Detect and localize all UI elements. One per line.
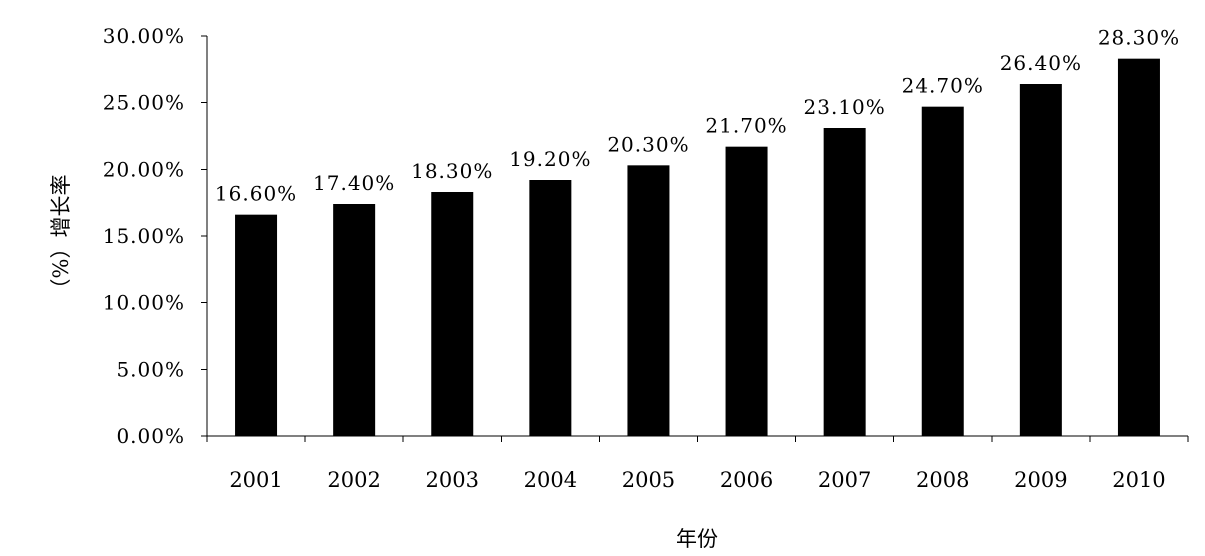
bar [333, 204, 376, 436]
bar-data-label: 16.60% [215, 182, 297, 206]
bar-data-label: 18.30% [411, 159, 493, 183]
bar [1117, 58, 1160, 437]
bar [529, 180, 572, 436]
y-tick-label: 10.00% [103, 291, 185, 315]
bar [431, 192, 474, 436]
x-tick-label: 2010 [1112, 468, 1165, 492]
bar-data-label: 21.70% [705, 114, 787, 138]
bar-data-label: 20.30% [607, 132, 689, 156]
y-tick-label: 25.00% [103, 91, 185, 115]
x-tick-label: 2005 [622, 468, 675, 492]
y-tick-label: 0.00% [116, 424, 185, 448]
x-tick-label: 2004 [524, 468, 577, 492]
x-axis: 2001 2002 2003 2004 2005 2006 2007 2008 2009 2010 [206, 435, 1189, 492]
y-tick-label: 15.00% [103, 224, 185, 248]
x-tick-label: 2008 [916, 468, 969, 492]
bar [921, 106, 964, 437]
bar-data-label: 23.10% [804, 95, 886, 119]
x-tick-label: 2002 [327, 468, 380, 492]
bar [235, 214, 278, 436]
y-axis-title: （%）增长率 [49, 175, 73, 300]
x-tick-label: 2006 [720, 468, 773, 492]
data-labels: 16.60% 17.40% 18.30% 19.20% 20.30% 21.70% 23.1… [215, 26, 1180, 206]
x-tick-label: 2001 [229, 468, 282, 492]
bar [725, 146, 768, 436]
y-axis: 0.00% 5.00% 10.00% 15.00% 20.00% 25.00% 30.00% [103, 24, 208, 448]
bar-data-label: 26.40% [1000, 51, 1082, 75]
bar-data-label: 28.30% [1098, 26, 1180, 50]
y-tick-label: 20.00% [103, 157, 185, 181]
bar-data-label: 24.70% [902, 74, 984, 98]
bars [235, 58, 1160, 437]
x-tick-label: 2009 [1014, 468, 1067, 492]
x-axis-title: 年份 [676, 527, 718, 551]
y-tick-label: 30.00% [103, 24, 185, 48]
bar [627, 165, 670, 437]
y-tick-label: 5.00% [116, 357, 185, 381]
bar [1019, 84, 1062, 436]
bar-data-label: 17.40% [313, 171, 395, 195]
bar-data-label: 19.20% [509, 147, 591, 171]
bar [823, 128, 866, 436]
x-tick-label: 2003 [426, 468, 479, 492]
x-tick-label: 2007 [818, 468, 871, 492]
